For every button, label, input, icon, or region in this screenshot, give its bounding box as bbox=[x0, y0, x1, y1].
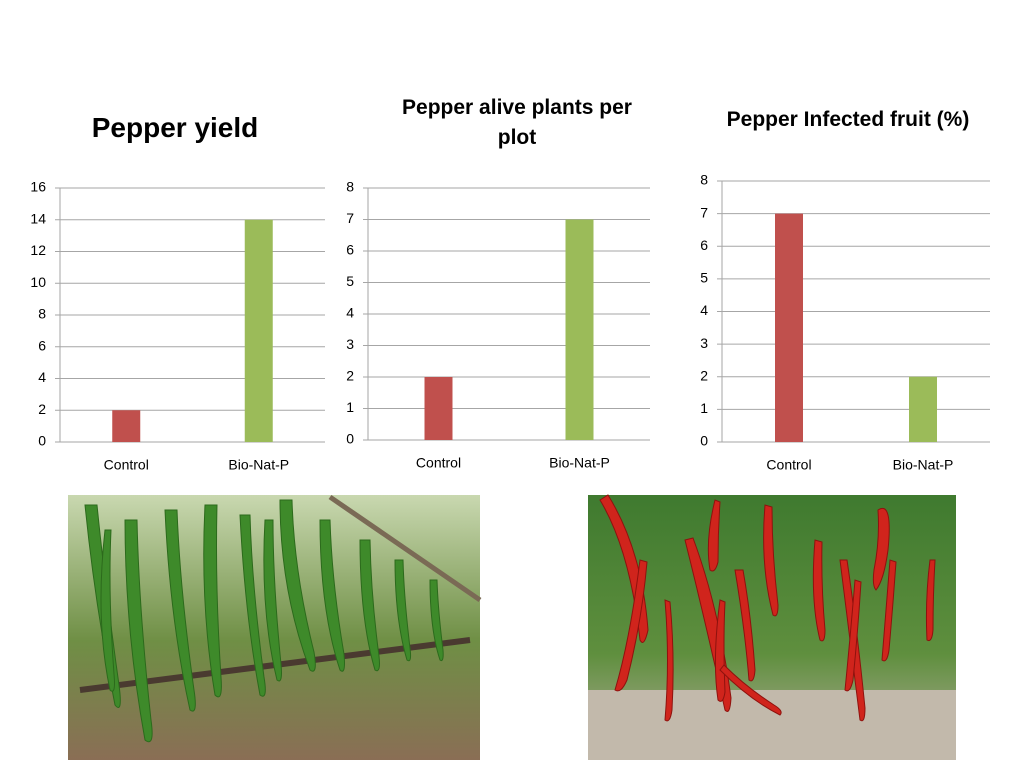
x-tick-label: Bio-Nat-P bbox=[228, 457, 289, 473]
x-tick-label: Bio-Nat-P bbox=[893, 457, 954, 473]
bar bbox=[909, 376, 937, 442]
y-tick-label: 2 bbox=[346, 368, 354, 384]
y-tick-label: 6 bbox=[346, 242, 354, 258]
x-tick-label: Bio-Nat-P bbox=[549, 455, 610, 471]
y-tick-label: 6 bbox=[38, 337, 46, 353]
chart-title: Pepper yield bbox=[91, 111, 259, 143]
chart-title: Pepper alive plants per plot bbox=[402, 95, 632, 149]
photo-red-peppers bbox=[588, 494, 956, 760]
y-tick-label: 0 bbox=[346, 431, 354, 447]
y-tick-label: 1 bbox=[700, 400, 708, 416]
y-tick-label: 1 bbox=[346, 399, 354, 415]
y-tick-label: 10 bbox=[30, 274, 46, 290]
y-tick-label: 0 bbox=[700, 433, 708, 449]
y-tick-label: 12 bbox=[30, 242, 46, 258]
y-tick-label: 6 bbox=[700, 237, 708, 253]
y-tick-label: 2 bbox=[700, 367, 708, 383]
y-tick-label: 8 bbox=[700, 172, 708, 188]
y-tick-label: 4 bbox=[38, 369, 46, 385]
y-tick-label: 7 bbox=[700, 204, 708, 220]
bar bbox=[565, 219, 594, 440]
y-tick-label: 14 bbox=[30, 210, 46, 226]
y-tick-label: 4 bbox=[346, 305, 354, 321]
y-tick-label: 5 bbox=[700, 270, 708, 286]
y-tick-label: 4 bbox=[700, 302, 708, 318]
y-tick-label: 7 bbox=[346, 210, 354, 226]
y-tick-label: 2 bbox=[38, 401, 46, 417]
x-tick-label: Control bbox=[766, 457, 811, 473]
y-tick-label: 5 bbox=[346, 273, 354, 289]
y-tick-label: 3 bbox=[346, 336, 354, 352]
y-tick-label: 0 bbox=[38, 433, 46, 449]
y-tick-label: 8 bbox=[38, 306, 46, 322]
x-tick-label: Control bbox=[416, 455, 461, 471]
bar bbox=[775, 213, 803, 442]
y-tick-label: 8 bbox=[346, 179, 354, 195]
photo-green-peppers bbox=[68, 494, 482, 760]
bar bbox=[424, 377, 453, 440]
x-tick-label: Control bbox=[104, 457, 149, 473]
y-tick-label: 16 bbox=[30, 179, 46, 195]
chart-title: Pepper Infected fruit (%) bbox=[726, 107, 970, 131]
bar bbox=[112, 410, 141, 442]
y-tick-label: 3 bbox=[700, 335, 708, 351]
bar bbox=[244, 219, 273, 442]
